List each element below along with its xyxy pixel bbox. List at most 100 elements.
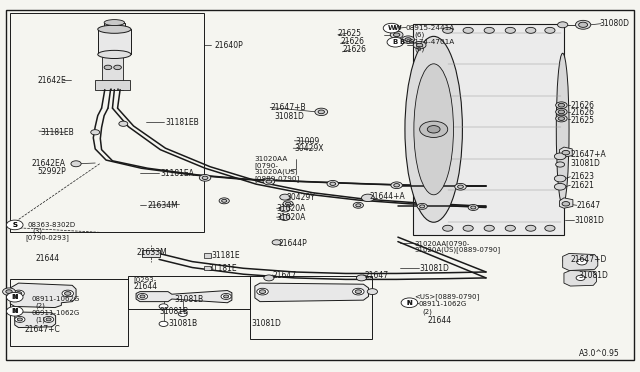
Text: S: S: [12, 222, 17, 228]
Circle shape: [15, 317, 25, 323]
Text: 21647: 21647: [577, 201, 601, 210]
Text: <US>[0889-0790]: <US>[0889-0790]: [415, 293, 480, 300]
Ellipse shape: [556, 53, 569, 205]
Text: 21647+B: 21647+B: [270, 103, 306, 112]
Text: (2): (2): [422, 308, 432, 314]
Text: 08363-8302D: 08363-8302D: [28, 222, 76, 228]
Circle shape: [3, 288, 15, 295]
Ellipse shape: [98, 25, 131, 33]
Circle shape: [219, 198, 229, 204]
Circle shape: [463, 28, 473, 33]
Circle shape: [104, 65, 112, 70]
Text: 31081B: 31081B: [168, 320, 197, 328]
Text: 21644P: 21644P: [278, 239, 307, 248]
Circle shape: [558, 103, 564, 107]
Polygon shape: [10, 283, 76, 308]
Text: 31081D: 31081D: [251, 320, 281, 328]
Text: [0790-0293]: [0790-0293]: [25, 234, 69, 241]
Circle shape: [556, 109, 567, 115]
Circle shape: [140, 295, 145, 298]
Circle shape: [577, 259, 587, 265]
Text: 21644+A: 21644+A: [370, 192, 406, 201]
Circle shape: [401, 298, 418, 308]
Circle shape: [264, 275, 274, 281]
Circle shape: [330, 182, 335, 186]
Text: 21625: 21625: [338, 29, 362, 38]
Circle shape: [383, 23, 400, 33]
Text: N: N: [12, 308, 17, 314]
Bar: [204, 266, 211, 270]
Circle shape: [315, 108, 328, 116]
Circle shape: [390, 31, 403, 38]
Circle shape: [458, 185, 463, 188]
Text: 21626: 21626: [340, 37, 364, 46]
Circle shape: [525, 225, 536, 231]
Circle shape: [257, 288, 268, 295]
Circle shape: [367, 289, 378, 295]
Text: 31020A: 31020A: [276, 205, 306, 214]
Circle shape: [13, 290, 24, 297]
Polygon shape: [559, 198, 573, 208]
Circle shape: [280, 194, 290, 200]
Circle shape: [259, 290, 266, 294]
Text: (6): (6): [415, 46, 425, 52]
Text: N: N: [12, 294, 18, 300]
Circle shape: [576, 275, 585, 280]
Circle shape: [280, 215, 290, 221]
Circle shape: [17, 318, 22, 321]
Circle shape: [159, 321, 168, 327]
Text: 21644: 21644: [134, 282, 157, 291]
Bar: [95, 80, 131, 90]
Circle shape: [417, 43, 423, 47]
Text: 31009: 31009: [296, 137, 320, 146]
Ellipse shape: [405, 36, 463, 222]
Text: 21642E: 21642E: [38, 76, 67, 85]
Text: 21626: 21626: [342, 45, 366, 54]
Bar: [98, 29, 131, 54]
Text: 21647: 21647: [272, 271, 296, 280]
Circle shape: [405, 38, 412, 41]
Circle shape: [221, 199, 227, 202]
Circle shape: [468, 205, 478, 211]
Circle shape: [71, 161, 81, 167]
Bar: [143, 250, 161, 257]
Circle shape: [272, 240, 281, 245]
Circle shape: [579, 22, 588, 28]
Circle shape: [554, 175, 566, 182]
Circle shape: [394, 33, 400, 37]
Circle shape: [6, 220, 23, 230]
Text: (1): (1): [36, 316, 46, 323]
Circle shape: [280, 206, 290, 212]
Circle shape: [221, 294, 231, 299]
Circle shape: [402, 36, 415, 43]
Text: B: B: [399, 39, 404, 45]
Text: 31080D: 31080D: [600, 19, 630, 28]
Polygon shape: [255, 283, 369, 302]
Bar: [104, 23, 125, 31]
Circle shape: [443, 225, 453, 231]
Text: 08915-2441A: 08915-2441A: [406, 25, 455, 31]
Circle shape: [355, 290, 362, 294]
Text: 31181E: 31181E: [211, 251, 240, 260]
Text: 21633M: 21633M: [136, 248, 167, 257]
Text: 30429X: 30429X: [294, 144, 324, 153]
Circle shape: [545, 225, 555, 231]
Bar: [413, 24, 564, 235]
Ellipse shape: [414, 64, 454, 195]
Text: 31020AA: 31020AA: [255, 156, 288, 162]
Polygon shape: [564, 270, 596, 286]
Bar: [129, 276, 250, 309]
Circle shape: [525, 28, 536, 33]
Text: 08911-1062G: 08911-1062G: [419, 301, 467, 307]
Text: 52992P: 52992P: [38, 167, 67, 176]
Circle shape: [558, 117, 564, 121]
Polygon shape: [563, 253, 598, 270]
Text: 21626: 21626: [570, 108, 595, 117]
Text: (2): (2): [36, 302, 45, 309]
Bar: [10, 13, 204, 232]
Circle shape: [556, 162, 564, 167]
Text: 21647: 21647: [365, 271, 389, 280]
Bar: [250, 276, 372, 339]
Text: 08174-4701A: 08174-4701A: [406, 39, 455, 45]
Text: 21640P: 21640P: [214, 41, 243, 50]
